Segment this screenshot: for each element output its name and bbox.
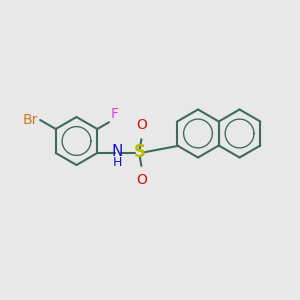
Text: S: S (133, 142, 145, 160)
Text: N: N (112, 144, 123, 159)
Text: F: F (110, 107, 118, 121)
Text: O: O (136, 118, 147, 132)
Text: H: H (113, 155, 122, 169)
Text: Br: Br (22, 113, 38, 127)
Text: O: O (136, 173, 147, 188)
